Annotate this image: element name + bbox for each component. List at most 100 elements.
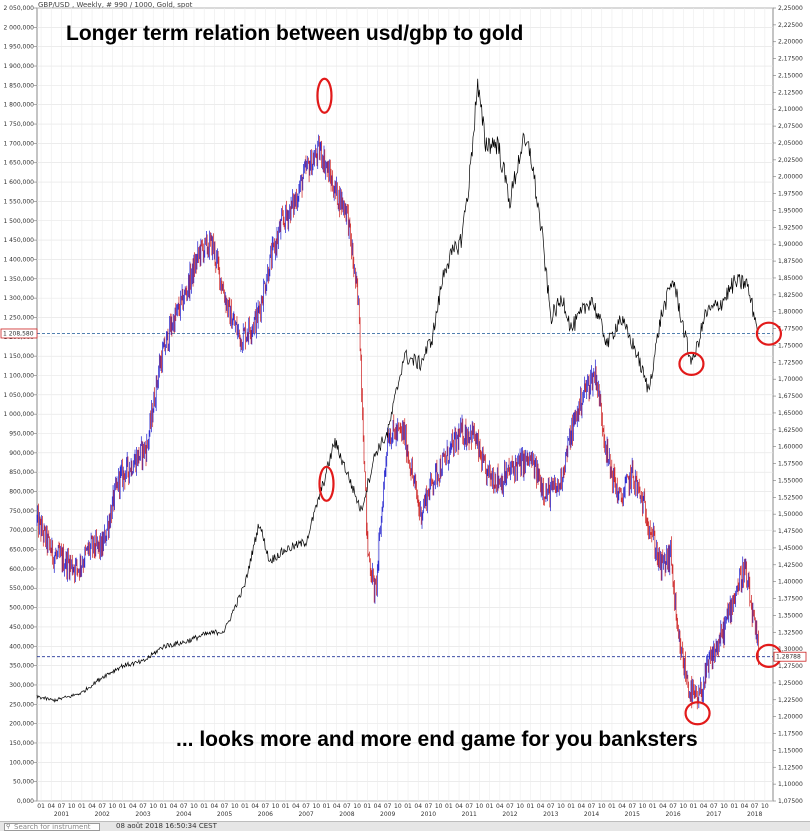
right-tick-label: 1,45000 — [778, 545, 803, 552]
right-price-tag-box — [773, 651, 807, 662]
left-axis: 0,000 50,000 100,000 150,000 200,000 250,000 3… — [3, 5, 37, 805]
left-tick-label: 650,000 — [9, 547, 34, 554]
right-tick-label: 1,65000 — [778, 410, 803, 417]
month-tick-label: 01 — [445, 803, 453, 810]
right-tick-label: 2,22500 — [778, 22, 803, 29]
month-tick-label: 04 — [741, 803, 749, 810]
year-label: 2018 — [747, 811, 762, 818]
right-tick-label: 1,12500 — [778, 764, 803, 771]
month-tick-label: 04 — [455, 803, 463, 810]
right-tick-label: 1,82500 — [778, 292, 803, 299]
highlight-circle — [755, 321, 783, 346]
left-tick-label: 750,000 — [9, 508, 34, 515]
month-tick-label: 04 — [251, 803, 259, 810]
right-tick-label: 1,70000 — [778, 376, 803, 383]
left-tick-label: 200,000 — [9, 721, 34, 728]
right-tick-label: 1,90000 — [778, 241, 803, 248]
month-tick-label: 01 — [282, 803, 290, 810]
right-tick-label: 1,22500 — [778, 697, 803, 704]
month-tick-label: 07 — [98, 803, 106, 810]
left-tick-label: 950,000 — [9, 431, 34, 438]
right-tick-label: 2,05000 — [778, 140, 803, 147]
left-tick-label: 1 050,000 — [3, 392, 34, 399]
search-input[interactable]: ⚲ Search for instrument — [4, 823, 100, 831]
month-tick-label: 07 — [506, 803, 514, 810]
month-tick-label: 01 — [363, 803, 371, 810]
month-tick-label: 07 — [262, 803, 270, 810]
month-tick-label: 10 — [353, 803, 361, 810]
search-placeholder: Search for instrument — [14, 823, 91, 831]
month-tick-label: 07 — [139, 803, 147, 810]
left-tick-label: 350,000 — [9, 663, 34, 670]
gbp-usd-candles — [36, 134, 759, 710]
year-label: 2002 — [95, 811, 110, 818]
month-tick-label: 01 — [119, 803, 127, 810]
right-tick-label: 2,20000 — [778, 39, 803, 46]
highlight-circles — [316, 77, 783, 726]
month-tick-label: 01 — [608, 803, 616, 810]
left-tick-label: 1 150,000 — [3, 353, 34, 360]
year-label: 2001 — [54, 811, 69, 818]
right-tick-label: 2,25000 — [778, 5, 803, 12]
left-price-tag: 1 208,580 — [3, 330, 34, 337]
month-tick-label: 01 — [78, 803, 86, 810]
highlight-circle — [316, 77, 333, 114]
left-tick-label: 1 750,000 — [3, 121, 34, 128]
month-tick-label: 10 — [312, 803, 320, 810]
right-tick-label: 1,10000 — [778, 781, 803, 788]
left-tick-label: 1 700,000 — [3, 140, 34, 147]
left-tick-label: 550,000 — [9, 585, 34, 592]
right-tick-label: 1,30000 — [778, 646, 803, 653]
year-label: 2014 — [584, 811, 599, 818]
year-label: 2007 — [298, 811, 313, 818]
year-label: 2017 — [706, 811, 721, 818]
month-tick-label: 04 — [578, 803, 586, 810]
month-tick-label: 04 — [170, 803, 178, 810]
month-tick-label: 01 — [567, 803, 575, 810]
month-tick-label: 10 — [720, 803, 728, 810]
right-tick-label: 1,15000 — [778, 747, 803, 754]
right-tick-label: 1,85000 — [778, 275, 803, 282]
reference-lines — [37, 333, 773, 658]
right-tick-label: 2,00000 — [778, 174, 803, 181]
right-tick-label: 1,37500 — [778, 596, 803, 603]
month-tick-label: 07 — [425, 803, 433, 810]
right-tick-label: 1,52500 — [778, 494, 803, 501]
right-tick-label: 1,07500 — [778, 798, 803, 805]
right-tick-label: 2,15000 — [778, 72, 803, 79]
right-tick-label: 1,35000 — [778, 612, 803, 619]
left-tick-label: 150,000 — [9, 740, 34, 747]
right-tick-label: 1,17500 — [778, 731, 803, 738]
price-tags: 1 208,580 1,28788 — [0, 328, 807, 662]
right-tick-label: 1,67500 — [778, 393, 803, 400]
month-tick-label: 07 — [547, 803, 555, 810]
gold-line — [36, 78, 759, 703]
left-price-tag-box — [0, 328, 38, 339]
month-tick-label: 01 — [649, 803, 657, 810]
month-tick-label: 07 — [58, 803, 66, 810]
month-tick-label: 01 — [37, 803, 45, 810]
month-tick-label: 10 — [149, 803, 157, 810]
month-tick-label: 01 — [527, 803, 535, 810]
left-tick-label: 1 250,000 — [3, 314, 34, 321]
right-tick-label: 1,47500 — [778, 528, 803, 535]
right-tick-label: 1,92500 — [778, 224, 803, 231]
left-tick-label: 2 050,000 — [3, 5, 34, 12]
month-tick-label: 07 — [180, 803, 188, 810]
month-tick-label: 10 — [109, 803, 117, 810]
year-label: 2015 — [625, 811, 640, 818]
year-label: 2011 — [462, 811, 477, 818]
right-axis: 1,07500 1,10000 1,12500 1,15000 1,17500 1,200… — [773, 5, 803, 805]
month-tick-label: 10 — [557, 803, 565, 810]
right-tick-label: 1,75000 — [778, 342, 803, 349]
left-tick-label: 1 650,000 — [3, 160, 34, 167]
left-tick-label: 2 000,000 — [3, 24, 34, 31]
right-tick-label: 1,72500 — [778, 359, 803, 366]
month-tick-label: 10 — [476, 803, 484, 810]
left-tick-label: 1 550,000 — [3, 198, 34, 205]
left-tick-label: 1 450,000 — [3, 237, 34, 244]
month-tick-label: 07 — [465, 803, 473, 810]
month-tick-label: 04 — [618, 803, 626, 810]
year-label: 2003 — [135, 811, 150, 818]
month-tick-label: 10 — [516, 803, 524, 810]
